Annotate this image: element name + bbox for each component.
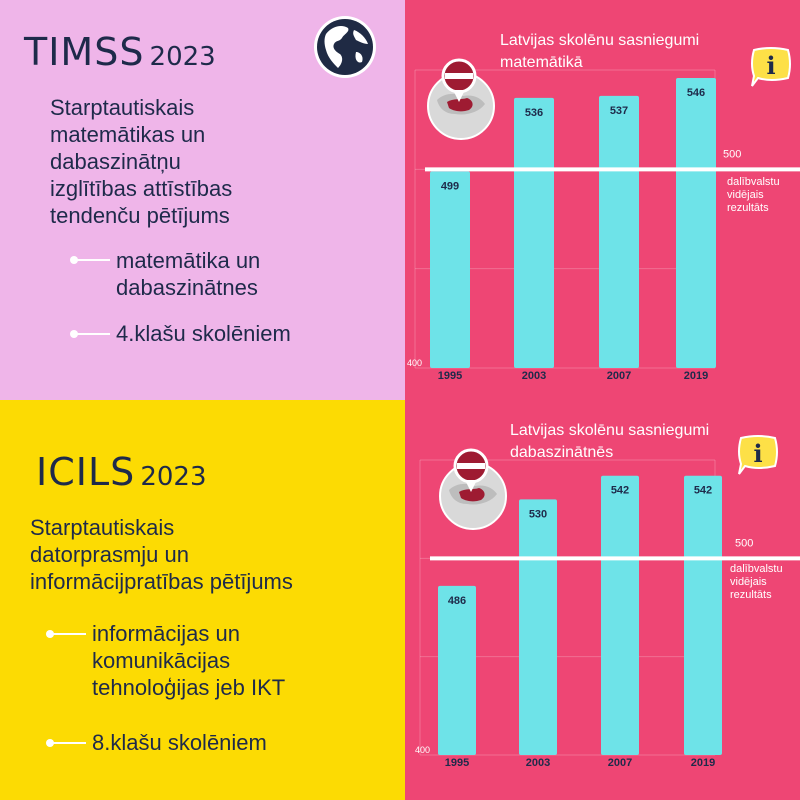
bar-2007 (599, 95, 639, 369)
bar-value-label: 537 (610, 105, 628, 117)
icils-panel: ICILS 2023 Starptautiskais datorprasmju … (0, 400, 405, 800)
bullet-line (52, 742, 86, 744)
timss-bullet-subjects: matemātika un dabaszinātnes (116, 248, 261, 300)
bar-1995 (438, 585, 476, 755)
bar-2019 (684, 475, 722, 755)
math-chart: 499 1995 536 2003 537 2007 546 2019 400 500 dalībv… (407, 69, 800, 382)
bar-2007 (601, 475, 639, 755)
timss-subtitle: Starptautiskais matemātikas un dabaszinā… (50, 95, 233, 228)
bullet-dot (70, 330, 78, 338)
reference-note: dalībvalstu (730, 563, 783, 575)
science-chart-title: Latvijas skolēnu sasniegumi dabaszinātnē… (510, 422, 710, 461)
bar-value-label: 499 (441, 180, 459, 192)
math-chart-title: Latvijas skolēnu sasniegumi matemātikā (500, 32, 700, 71)
reference-note: vidējais (727, 189, 764, 201)
bar-2003 (514, 97, 554, 369)
bullet-line (76, 259, 110, 261)
bar-2003 (519, 499, 557, 755)
icils-bullet-grade: 8.klašu skolēniem (92, 730, 267, 755)
reference-note: rezultāts (727, 202, 769, 214)
reference-note: dalībvalstu (727, 176, 780, 188)
reference-note: vidējais (730, 576, 767, 588)
latvia-map-pin-icon (439, 448, 507, 530)
icils-bullet-ict: informācijas un komunikācijas tehnoloģij… (92, 621, 286, 700)
bar-value-label: 486 (448, 595, 466, 607)
timss-bullet-grade: 4.klašu skolēniem (116, 321, 291, 346)
bar-2019 (676, 77, 716, 369)
svg-text:i: i (753, 439, 762, 468)
x-tick-label: 2003 (526, 757, 550, 769)
bar-1995 (430, 171, 470, 368)
x-tick-label: 2019 (691, 757, 715, 769)
science-chart: 486 1995 530 2003 542 2007 542 2019 400 500 dalībv… (415, 459, 800, 769)
info-icon: i (751, 47, 791, 87)
x-tick-label: 2007 (608, 757, 632, 769)
svg-text:i: i (766, 51, 775, 80)
timss-panel: TIMSS 2023 Starptautiskais matemātikas u… (0, 0, 405, 400)
bar-value-label: 536 (525, 107, 543, 119)
x-tick-label: 2003 (522, 370, 546, 382)
x-tick-label: 1995 (445, 757, 469, 769)
bar-value-label: 530 (529, 508, 547, 520)
bar-value-label: 546 (687, 87, 705, 99)
y-min-label: 400 (415, 745, 430, 755)
timss-title: TIMSS 2023 (24, 30, 216, 74)
bullet-dot (46, 630, 54, 638)
bar-value-label: 542 (694, 485, 712, 497)
x-tick-label: 2007 (607, 370, 631, 382)
bullet-line (76, 333, 110, 335)
icils-title: ICILS 2023 (36, 450, 207, 494)
x-tick-label: 1995 (438, 370, 462, 382)
latvia-map-pin-icon (427, 58, 495, 140)
reference-value-label: 500 (735, 537, 753, 549)
math-chart-panel: 499 1995 536 2003 537 2007 546 2019 400 500 dalībv… (405, 0, 800, 400)
bullet-dot (46, 739, 54, 747)
bullet-line (52, 633, 86, 635)
icils-subtitle: Starptautiskais datorprasmju un informāc… (30, 515, 293, 594)
y-min-label: 400 (407, 358, 422, 368)
bullet-dot (70, 256, 78, 264)
bar-value-label: 542 (611, 485, 629, 497)
info-icon: i (738, 435, 778, 475)
x-tick-label: 2019 (684, 370, 708, 382)
reference-value-label: 500 (723, 148, 741, 160)
reference-note: rezultāts (730, 589, 772, 601)
science-chart-panel: 486 1995 530 2003 542 2007 542 2019 400 500 dalībv… (405, 400, 800, 800)
globe-icon (314, 16, 376, 78)
